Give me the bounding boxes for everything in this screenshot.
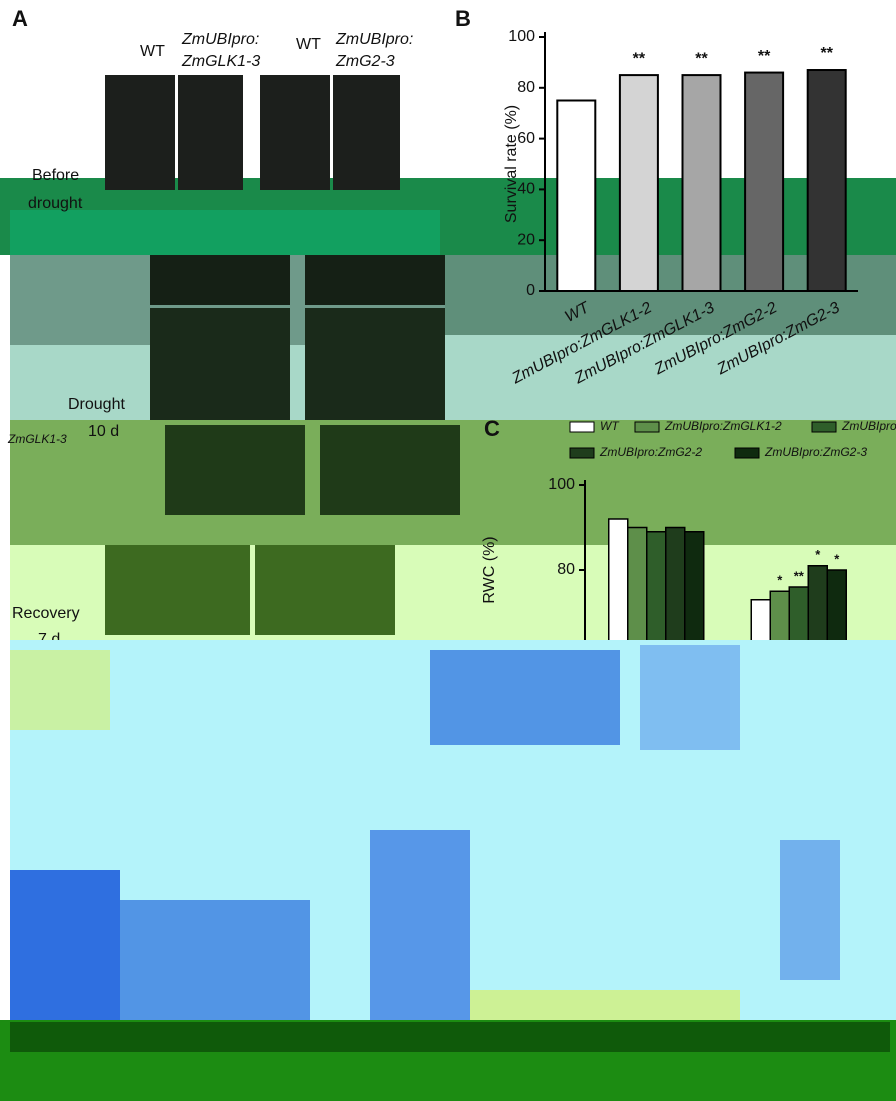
bar <box>684 531 705 656</box>
row-label: drought <box>28 195 83 212</box>
photo <box>105 545 250 635</box>
bar <box>806 69 847 292</box>
bar <box>744 71 785 292</box>
bar <box>556 99 597 292</box>
artifact-block <box>10 650 110 730</box>
column-header: WT <box>296 36 321 53</box>
bar <box>608 518 629 656</box>
legend-swatch <box>569 447 595 459</box>
photo <box>178 75 243 190</box>
panel-label: B <box>455 6 471 31</box>
bar <box>627 526 648 656</box>
row-label: Before <box>32 167 79 184</box>
artifact-block <box>445 335 896 420</box>
photo <box>150 308 290 420</box>
significance-mark: ** <box>633 50 646 67</box>
column-header: ZmUBIpro: <box>181 31 259 48</box>
bar <box>665 526 686 656</box>
photo <box>320 425 460 515</box>
bar <box>681 74 722 292</box>
significance-mark: ** <box>695 50 708 67</box>
panel-label: C <box>484 416 500 441</box>
legend-label: ZmUBIpro:ZmGLK1-2 <box>664 419 782 433</box>
significance-mark: ** <box>758 48 771 65</box>
legend-swatch <box>569 421 595 433</box>
legend-label: ZmUBIpro:ZmGLK1-3 <box>841 419 896 433</box>
artifact-block <box>430 650 620 745</box>
column-header: ZmG2-3 <box>335 53 395 70</box>
photo <box>305 255 445 305</box>
photo <box>150 255 290 305</box>
row-label: Recovery <box>12 605 80 622</box>
artifact-block <box>470 990 740 1020</box>
y-tick-label: 100 <box>548 476 575 493</box>
artifact-block <box>370 830 470 1020</box>
legend-label: WT <box>600 419 620 433</box>
column-header: ZmUBIpro: <box>335 31 413 48</box>
column-header: ZmGLK1-3 <box>181 53 260 70</box>
column-header: WT <box>140 43 165 60</box>
legend-label: ZmUBIpro:ZmG2-2 <box>599 445 702 459</box>
y-tick-label: 100 <box>508 28 535 45</box>
artifact-block <box>120 900 310 1020</box>
panel-a-labels: A WT ZmUBIpro: ZmGLK1-3 WT ZmUBIpro: ZmG… <box>7 6 413 648</box>
y-axis-label: RWC (%) <box>481 536 498 603</box>
photo <box>305 308 445 420</box>
artifact-block <box>10 870 120 1020</box>
text-fragment: ZmGLK1-3 <box>7 432 67 446</box>
y-tick-label: 20 <box>517 231 535 248</box>
significance-mark: * <box>815 547 821 562</box>
artifact-band <box>10 210 440 255</box>
photo <box>165 425 305 515</box>
bar <box>618 74 659 292</box>
y-tick-label: 0 <box>526 282 535 299</box>
photo <box>260 75 330 190</box>
legend-swatch <box>811 421 837 433</box>
photo <box>105 75 175 190</box>
photo <box>333 75 400 190</box>
y-tick-label: 80 <box>517 79 535 96</box>
artifact-block <box>640 645 740 750</box>
panel-label: A <box>12 6 28 31</box>
row-label: Drought <box>68 396 125 413</box>
y-tick-label: 80 <box>557 561 575 578</box>
artifact-block <box>780 840 840 980</box>
legend-swatch <box>634 421 660 433</box>
legend-swatch <box>734 447 760 459</box>
overlay-layer <box>0 640 896 1101</box>
photo <box>255 545 395 635</box>
y-axis-label: Survival rate (%) <box>503 105 520 223</box>
significance-mark: * <box>777 573 783 588</box>
legend-label: ZmUBIpro:ZmG2-3 <box>764 445 867 459</box>
y-tick-label: 60 <box>517 130 535 147</box>
bar <box>646 531 667 656</box>
photos <box>105 75 460 635</box>
row-label: 10 d <box>88 423 119 440</box>
significance-mark: * <box>834 551 840 566</box>
artifact-block <box>10 1022 890 1052</box>
y-tick-label: 40 <box>517 181 535 198</box>
significance-mark: ** <box>794 568 805 583</box>
significance-mark: ** <box>820 45 833 62</box>
